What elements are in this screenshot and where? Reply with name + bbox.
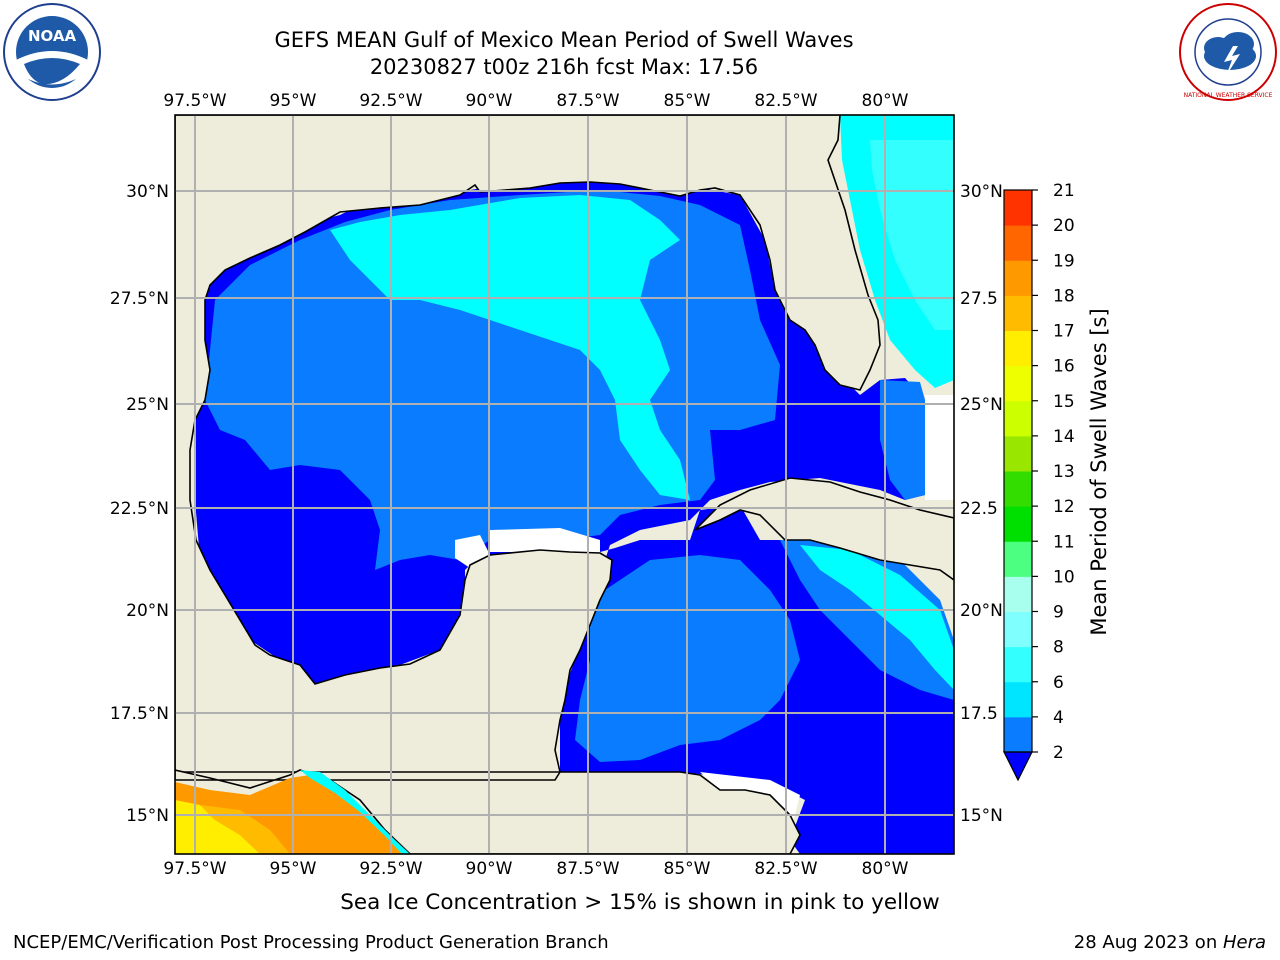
colorbar-tick-label: 10	[1053, 567, 1075, 587]
lon-label-top: 95°W	[270, 91, 317, 111]
lon-label-bottom: 90°W	[466, 859, 513, 879]
lon-label-top: 82.5°W	[754, 91, 817, 111]
colorbar-tick-label: 15	[1053, 392, 1075, 412]
colorbar-tick-label: 19	[1053, 251, 1075, 271]
lat-label-right: 17.5	[960, 704, 998, 724]
colorbar: 2 4 6 8 9 10 11 12 13 14 15 16 17 18 19 20 21	[1003, 181, 1075, 782]
pacific-shading-yellow	[175, 800, 260, 854]
lon-label-bottom: 82.5°W	[754, 859, 817, 879]
sea-ice-note: Sea Ice Concentration > 15% is shown in …	[340, 890, 940, 915]
lon-label-top: 92.5°W	[359, 91, 422, 111]
lat-label-left: 17.5°N	[110, 704, 169, 724]
colorbar-segment	[1004, 295, 1032, 331]
lat-label-right: 27.5	[960, 289, 998, 309]
lon-label-top: 80°W	[862, 91, 909, 111]
no-data-yucatan	[490, 528, 600, 552]
lat-label-left: 25°N	[126, 395, 169, 415]
colorbar-tick-label: 9	[1053, 603, 1064, 623]
noaa-logo: NOAA	[3, 3, 101, 101]
gulf-shading-4-6	[330, 195, 690, 500]
colorbar-segment	[1004, 190, 1032, 226]
atlantic-shading-2-4	[880, 380, 925, 500]
no-data-straits	[925, 395, 954, 500]
lat-label-right: 15°N	[960, 806, 1003, 826]
colorbar-tick-label: 6	[1053, 673, 1064, 693]
colorbar-tick-label: 8	[1053, 638, 1064, 658]
lon-label-top: 87.5°W	[556, 91, 619, 111]
colorbar-segment	[1004, 471, 1032, 507]
lon-label-bottom: 97.5°W	[163, 859, 226, 879]
generation-date: 28 Aug 2023 on Hera	[1074, 932, 1266, 953]
lat-label-right: 30°N	[960, 182, 1003, 202]
colorbar-segment	[1004, 435, 1032, 472]
map-title: GEFS MEAN Gulf of Mexico Mean Period of …	[274, 28, 854, 52]
lat-labels-right: 30°N 27.5 25°N 22.5 20°N 17.5 15°N	[960, 182, 1003, 826]
colorbar-segment	[1004, 400, 1032, 437]
colorbar-label: Mean Period of Swell Waves [s]	[1087, 308, 1111, 635]
us-land	[175, 115, 881, 773]
lat-labels-left: 30°N 27.5°N 25°N 22.5°N 20°N 17.5°N 15°N	[110, 182, 169, 826]
colorbar-segment	[1004, 716, 1032, 753]
colorbar-segment	[1004, 646, 1032, 683]
colorbar-tick-label: 4	[1053, 708, 1064, 728]
noaa-logo-text: NOAA	[28, 27, 77, 45]
caribbean-shading-4-6	[800, 545, 954, 690]
lon-label-top: 97.5°W	[163, 91, 226, 111]
colorbar-segment	[1004, 225, 1032, 261]
nws-logo: NATIONAL WEATHER SERVICE	[1179, 3, 1277, 101]
producer-credit: NCEP/EMC/Verification Post Processing Pr…	[13, 932, 609, 953]
generation-date-text: 28 Aug 2023 on	[1073, 932, 1223, 953]
colorbar-segment	[1004, 681, 1032, 718]
colorbar-segment	[1004, 365, 1032, 402]
pacific-edge-cyan	[300, 770, 410, 854]
host-name: Hera	[1222, 932, 1266, 953]
colorbar-tick-label: 2	[1053, 743, 1064, 763]
lon-label-bottom: 87.5°W	[556, 859, 619, 879]
map-subtitle: 20230827 t00z 216h fcst Max: 17.56	[369, 55, 759, 79]
lat-label-left: 30°N	[126, 182, 169, 202]
colorbar-tick-label: 11	[1053, 532, 1075, 552]
lat-label-right: 20°N	[960, 601, 1003, 621]
colorbar-segment	[1004, 611, 1032, 648]
lon-label-bottom: 80°W	[862, 859, 909, 879]
colorbar-tick-label: 21	[1053, 181, 1075, 201]
pacific-shading-ltorange	[200, 805, 290, 854]
colorbar-tick-label: 12	[1053, 497, 1075, 517]
colorbar-segment	[1004, 330, 1032, 367]
lat-label-right: 25°N	[960, 395, 1003, 415]
colorbar-extend-arrow	[1003, 751, 1033, 782]
atlantic-shading-6-8	[870, 140, 954, 330]
lat-label-left: 20°N	[126, 601, 169, 621]
lon-label-top: 85°W	[664, 91, 711, 111]
lat-label-right: 22.5	[960, 499, 998, 519]
colorbar-segment	[1004, 541, 1032, 577]
colorbar-segment	[1004, 260, 1032, 296]
colorbar-tick-label: 18	[1053, 286, 1075, 306]
colorbar-tick-label: 17	[1053, 322, 1075, 342]
colorbar-tick-label: 20	[1053, 216, 1075, 236]
nws-logo-text: NATIONAL WEATHER SERVICE	[1184, 92, 1273, 99]
cuba-land	[694, 477, 954, 581]
lon-label-top: 90°W	[466, 91, 513, 111]
lon-label-bottom: 85°W	[664, 859, 711, 879]
colorbar-tick-label: 14	[1053, 427, 1075, 447]
lat-label-left: 22.5°N	[110, 499, 169, 519]
colorbar-tick-label: 16	[1053, 357, 1075, 377]
lon-label-bottom: 95°W	[270, 859, 317, 879]
colorbar-segment	[1004, 576, 1032, 612]
gridlines	[175, 115, 954, 854]
map-frame	[174, 114, 955, 855]
colorbar-segment	[1004, 506, 1032, 542]
lon-label-bottom: 92.5°W	[359, 859, 422, 879]
lat-label-left: 27.5°N	[110, 289, 169, 309]
lat-label-left: 15°N	[126, 806, 169, 826]
lon-labels-top: 97.5°W 95°W 92.5°W 90°W 87.5°W 85°W 82.5…	[163, 91, 908, 111]
caribbean-shading-2-4	[780, 540, 954, 700]
lon-labels-bottom: 97.5°W 95°W 92.5°W 90°W 87.5°W 85°W 82.5…	[163, 859, 908, 879]
colorbar-tick-label: 13	[1053, 462, 1075, 482]
